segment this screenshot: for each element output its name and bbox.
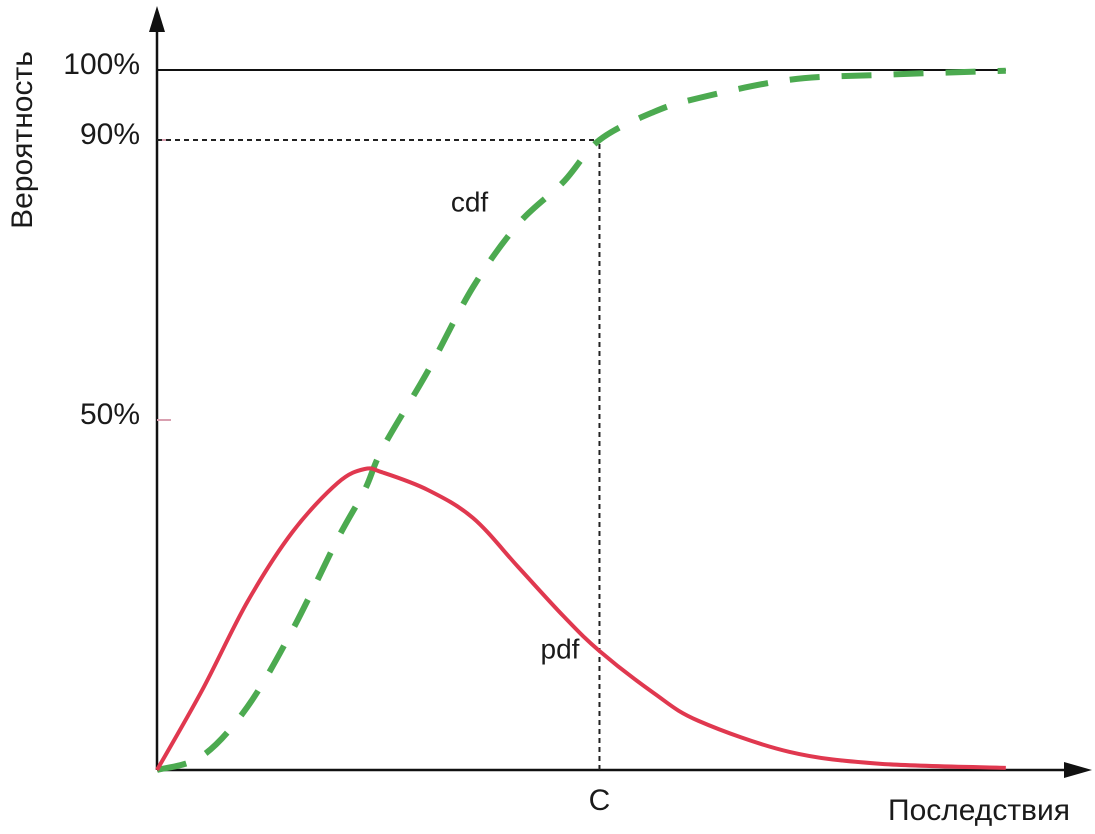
y-tick-label: 100% bbox=[63, 48, 140, 81]
series-line bbox=[155, 466, 1006, 771]
y-axis-label: Вероятность bbox=[6, 51, 39, 229]
x-axis-arrow bbox=[1064, 762, 1092, 778]
series-label: pdf bbox=[541, 633, 580, 664]
x-tick-label: C bbox=[589, 784, 611, 817]
y-tick-label: 90% bbox=[80, 118, 140, 151]
y-axis-arrow bbox=[149, 6, 165, 32]
y-tick-label: 50% bbox=[80, 398, 140, 431]
series-label: cdf bbox=[451, 186, 489, 217]
series-line bbox=[156, 67, 1006, 773]
x-axis-label: Последствия bbox=[888, 794, 1070, 827]
